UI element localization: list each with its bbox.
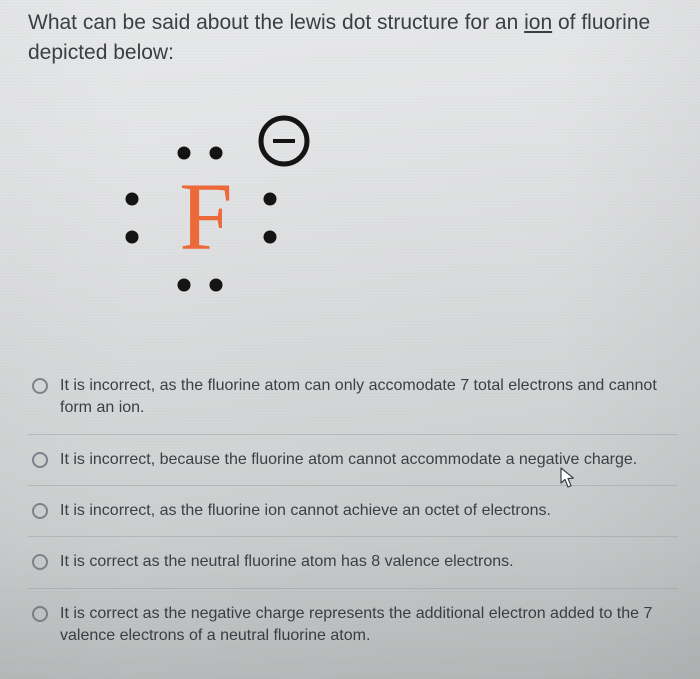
question-line2: depicted below: xyxy=(28,41,174,64)
answer-option[interactable]: It is incorrect, as the fluorine ion can… xyxy=(28,485,678,536)
lewis-structure-diagram: F xyxy=(76,87,336,333)
answer-option[interactable]: It is correct as the neutral fluorine at… xyxy=(28,536,678,587)
element-symbol: F xyxy=(179,163,232,270)
electron-dot xyxy=(126,230,139,243)
option-text: It is incorrect, as the fluorine atom ca… xyxy=(60,375,674,420)
question-line1-post: of fluorine xyxy=(552,11,650,34)
electron-dot xyxy=(210,278,223,291)
electron-dot xyxy=(264,230,277,243)
option-text: It is incorrect, because the fluorine at… xyxy=(60,449,637,471)
radio-icon[interactable] xyxy=(32,503,48,519)
electron-dot xyxy=(178,146,191,159)
option-text: It is incorrect, as the fluorine ion can… xyxy=(60,500,551,522)
electron-dot xyxy=(264,192,277,205)
radio-icon[interactable] xyxy=(32,606,48,622)
electron-dot xyxy=(126,192,139,205)
answer-option[interactable]: It is incorrect, as the fluorine atom ca… xyxy=(28,361,678,434)
quiz-page: What can be said about the lewis dot str… xyxy=(0,0,700,679)
charge-symbol xyxy=(261,118,307,164)
answer-options: It is incorrect, as the fluorine atom ca… xyxy=(28,361,678,662)
question-text: What can be said about the lewis dot str… xyxy=(28,8,678,69)
option-text: It is correct as the negative charge rep… xyxy=(60,603,674,648)
radio-icon[interactable] xyxy=(32,452,48,468)
lewis-svg: F xyxy=(76,87,336,333)
answer-option[interactable]: It is incorrect, because the fluorine at… xyxy=(28,434,678,485)
option-text: It is correct as the neutral fluorine at… xyxy=(60,551,514,573)
electron-dot xyxy=(210,146,223,159)
electron-dot xyxy=(178,278,191,291)
minus-icon xyxy=(273,139,295,143)
question-line1-pre: What can be said about the lewis dot str… xyxy=(28,11,524,34)
radio-icon[interactable] xyxy=(32,378,48,394)
question-line1-ion: ion xyxy=(524,11,552,34)
answer-option[interactable]: It is correct as the negative charge rep… xyxy=(28,588,678,662)
radio-icon[interactable] xyxy=(32,554,48,570)
